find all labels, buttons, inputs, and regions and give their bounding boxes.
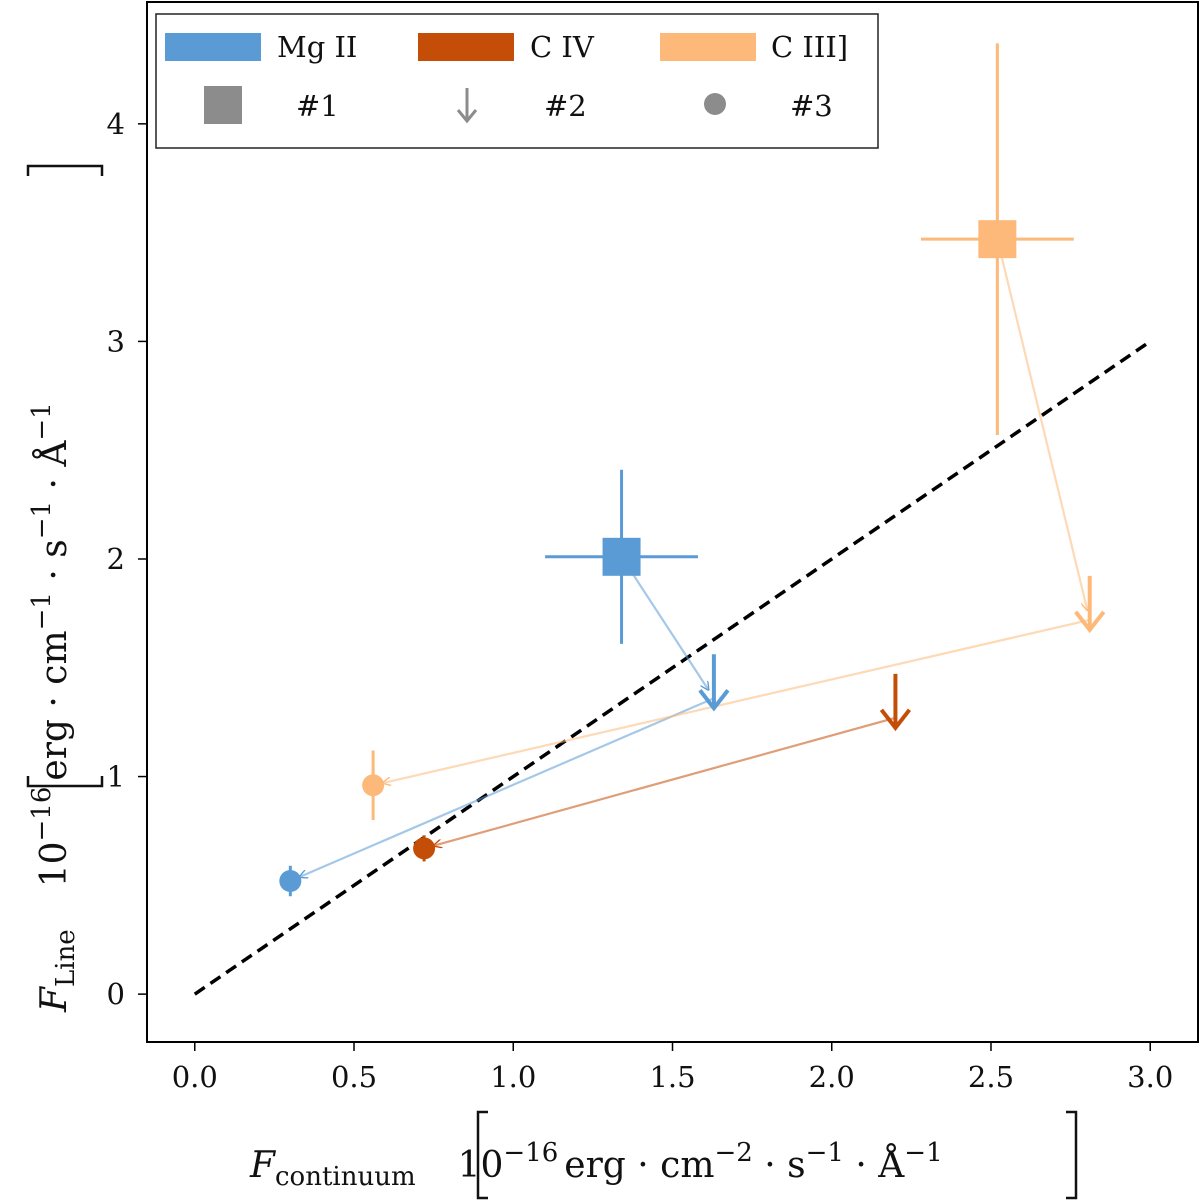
y-tick-label: 1: [107, 760, 125, 794]
y-label-unit-body: erg · cm: [34, 630, 75, 780]
y-tick-label: 3: [107, 324, 125, 358]
y-tick-label: 4: [107, 107, 125, 141]
y-label-unit-mid: · s: [34, 539, 75, 592]
transition-arrow-c-iv: [434, 716, 896, 846]
legend-circle-marker: [704, 93, 726, 115]
y-label-unit-exp: −16: [27, 787, 57, 842]
legend-label-c-iv: C IV: [530, 30, 595, 64]
x-axis-ticks: 0.0 0.5 1.0 1.5 2.0 2.5 3.0: [172, 1042, 1173, 1094]
y-label-unit-exp3: −1: [27, 501, 57, 539]
x-tick-label: 3.0: [1127, 1060, 1173, 1094]
x-label-unit-exp: −16: [503, 1138, 558, 1168]
x-label-symbol: F: [249, 1145, 277, 1186]
x-label-right-bracket: [1066, 1110, 1078, 1200]
c-iv-epoch-3-circle-marker: [413, 837, 436, 860]
y-label-unit-exp2: −1: [27, 592, 57, 630]
x-label-unit-exp3: −1: [806, 1138, 844, 1168]
y-label-subscript: Line: [51, 929, 81, 987]
c-iv-epoch-2-upper-limit-head: [879, 708, 912, 732]
legend-label-epoch-3: #3: [790, 89, 833, 123]
c-iii-epoch-2-upper-limit-head: [1074, 610, 1106, 634]
x-tick-label: 0.5: [331, 1060, 377, 1094]
legend-label-c-iii: C III]: [771, 30, 848, 64]
y-label-left-bracket: [26, 776, 104, 788]
x-label-unit-prefix: 10: [458, 1145, 504, 1186]
mg-ii-epoch-2-upper-limit-head: [698, 689, 730, 712]
legend-patch-mg-ii: [165, 33, 261, 61]
y-tick-label: 2: [107, 542, 125, 576]
legend-square-marker: [204, 86, 242, 124]
x-label-unit-exp2: −2: [714, 1138, 752, 1168]
legend-box: [155, 13, 879, 149]
legend-patch-c-iii: [660, 33, 756, 61]
x-tick-label: 0.0: [172, 1060, 218, 1094]
x-label-left-bracket: [476, 1110, 488, 1200]
y-label-unit-end: · Å: [33, 440, 75, 501]
x-tick-label: 2.5: [968, 1060, 1014, 1094]
transition-arrow-c-iii: [996, 238, 1087, 610]
mg-ii-epoch-1-square-marker: [602, 537, 641, 576]
x-label-subscript: continuum: [275, 1162, 416, 1192]
c-iii-epoch-1-square-marker: [978, 220, 1017, 259]
legend-down-arrow-marker: [456, 88, 478, 124]
y-tick-label: 0: [107, 977, 125, 1011]
y-label-symbol: F: [34, 985, 75, 1013]
x-label-unit-mid: · s: [753, 1145, 806, 1186]
y-label-unit-prefix: 10: [34, 841, 75, 887]
transition-arrow-c-iii: [383, 618, 1090, 783]
legend-patch-c-iv: [418, 33, 514, 61]
x-label-unit-exp4: −1: [904, 1138, 942, 1168]
legend-label-mg-ii: Mg II: [277, 30, 357, 64]
legend-label-epoch-2: #2: [544, 89, 587, 123]
y-axis-label: FLine10−16erg · cm−1 · s−1 · Å−1: [26, 164, 104, 1013]
x-tick-label: 1.5: [649, 1060, 695, 1094]
y-axis-ticks: 0 1 2 3 4: [107, 107, 147, 1011]
x-tick-label: 2.0: [809, 1060, 855, 1094]
x-axis-label: Fcontinuum 10−16 erg · cm−2 · s−1 · Å−1: [249, 1110, 1078, 1200]
legend: Mg II C IV C III] #1 #2 #3: [155, 13, 879, 149]
x-tick-label: 1.0: [490, 1060, 536, 1094]
transition-arrow-mg-ii: [300, 697, 715, 877]
x-label-unit-body: erg · cm: [564, 1145, 714, 1186]
y-label-right-bracket: [26, 164, 104, 176]
mg-ii-epoch-3-circle-marker: [279, 869, 302, 892]
y-label-unit-exp4: −1: [27, 402, 57, 440]
x-label-unit-end: · Å: [844, 1144, 905, 1186]
legend-label-epoch-1: #1: [296, 89, 339, 123]
plot-area: [193, 43, 1152, 996]
axes: [146, 1, 1199, 1043]
one-to-one-reference-line: [193, 339, 1152, 996]
c-iii-epoch-3-circle-marker: [362, 774, 385, 797]
transition-arrow-mg-ii: [620, 556, 709, 690]
plot-frame: [146, 1, 1199, 1043]
svg-text:FLine10−16erg · cm−1 · s−1 · Å: FLine10−16erg · cm−1 · s−1 · Å−1: [27, 402, 81, 1013]
